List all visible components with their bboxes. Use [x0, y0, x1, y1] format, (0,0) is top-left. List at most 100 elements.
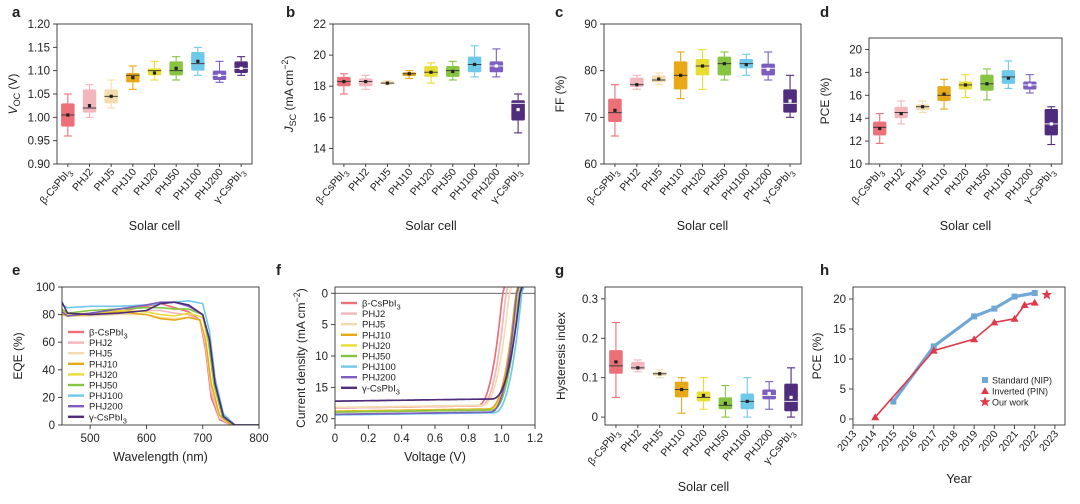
f-y-label-part: Current density (mA cm — [294, 302, 308, 427]
h-x-tick-label: 2019 — [956, 428, 980, 454]
h-legend-triangle-marker — [981, 387, 989, 394]
panel-letter-b: b — [286, 4, 295, 21]
b-mean-marker — [385, 81, 390, 85]
e-legend-label-main: PHJ20 — [89, 370, 118, 381]
f-x-tick-label: 0.8 — [460, 433, 476, 445]
f-legend-label-main: PHJ2 — [362, 309, 385, 320]
h-y-tick-label: 15 — [833, 324, 846, 336]
b-y-tick-label: 20 — [313, 50, 326, 62]
h-square-marker — [971, 313, 978, 320]
h-x-tick-label: 2017 — [916, 428, 940, 454]
a-mean-marker — [217, 73, 222, 77]
h-series-line — [892, 291, 1035, 403]
f-legend-label-sub: 3 — [397, 303, 401, 312]
e-x-tick-label: 500 — [81, 433, 100, 445]
h-x-tick-label: 2023 — [1037, 428, 1061, 454]
c-mean-marker — [722, 62, 726, 66]
f-y-tick-label: 0 — [322, 288, 328, 300]
a-y-tick-label: 1.20 — [28, 19, 50, 31]
h-y-axis-label: PCE (%) — [810, 333, 824, 380]
b-x-tick-label: PHJ2 — [346, 166, 372, 194]
c-mean-marker — [657, 77, 661, 81]
a-y-tick-label: 1.10 — [28, 66, 50, 78]
f-x-axis-label: Voltage (V) — [404, 450, 466, 464]
f-jv-curve-7 — [335, 287, 520, 416]
f-y-axis-label: Current density (mA cm−2) — [292, 288, 308, 428]
h-triangle-marker — [1010, 314, 1019, 322]
d-x-tick-label-sub: 3 — [1049, 169, 1059, 179]
a-y-label-part: OC — [12, 92, 22, 106]
b-y-axis-label: JSC (mA cm−2) — [280, 56, 298, 134]
e-y-axis-label: EQE (%) — [11, 332, 25, 379]
d-axes-frame — [868, 37, 1063, 165]
h-triangle-marker — [871, 413, 880, 421]
panel-letter-f: f — [276, 262, 282, 279]
e-legend-label-main: PHJ10 — [89, 359, 118, 370]
e-legend-label-sub: 3 — [124, 332, 128, 341]
b-x-tick-label-main: β-CsPbI — [314, 170, 348, 207]
b-y-label-part: (mA cm — [282, 70, 296, 114]
g-axes-frame — [604, 286, 803, 426]
f-y-label-part: ) — [294, 288, 308, 292]
f-legend-label-main: PHJ100 — [362, 362, 396, 373]
a-x-tick-label-main: β-CsPbI — [38, 170, 72, 207]
a-mean-marker — [152, 71, 157, 75]
a-mean-marker — [174, 66, 178, 70]
h-square-marker — [1011, 293, 1018, 300]
panel-letter-h: h — [820, 262, 829, 279]
a-mean-marker — [66, 113, 70, 117]
a-y-label-part: V — [6, 105, 20, 114]
d-x-tick-label: PHJ2 — [882, 166, 908, 194]
panel-letter-e: e — [12, 262, 20, 279]
a-axes-frame — [56, 23, 253, 165]
c-box-5 — [717, 56, 732, 76]
f-legend-label-main: PHJ200 — [362, 373, 396, 384]
g-mean-marker — [658, 372, 662, 376]
b-y-tick-label: 16 — [313, 112, 326, 124]
c-mean-marker — [635, 83, 639, 87]
a-x-axis-label: Solar cell — [129, 219, 180, 233]
d-mean-marker — [1006, 76, 1010, 80]
d-y-label-part: PCE (%) — [818, 78, 832, 125]
a-box-1 — [82, 89, 97, 113]
f-legend-label: γ-CsPbI3 — [362, 383, 400, 396]
e-x-tick-label: 600 — [137, 433, 156, 445]
b-mean-marker — [342, 79, 346, 84]
panel-c: 60708090β-CsPbI3PHJ2PHJ5PHJ10PHJ20PHJ50P… — [553, 19, 802, 233]
f-legend-label: PHJ50 — [362, 352, 391, 363]
f-legend-label-main: γ-CsPbI — [362, 383, 396, 394]
d-mean-marker — [878, 126, 882, 131]
h-x-tick-label: 2016 — [896, 428, 920, 454]
b-x-tick-label-sub: 3 — [516, 169, 526, 179]
panel-letter-g: g — [555, 262, 564, 279]
e-legend-label-main: PHJ2 — [89, 338, 112, 349]
b-y-label-part: SC — [288, 113, 298, 126]
e-y-tick-label: 60 — [42, 337, 55, 349]
f-legend-label-main: PHJ5 — [362, 320, 385, 331]
d-x-axis-label: Solar cell — [940, 219, 991, 233]
a-y-label-part: (V) — [6, 74, 20, 93]
b-mean-marker — [451, 69, 455, 74]
e-y-tick-label: 20 — [42, 392, 55, 404]
g-x-tick-label-main: β-CsPbI — [586, 431, 620, 468]
a-mean-marker — [109, 94, 113, 98]
e-series-line-8 — [62, 301, 259, 425]
e-y-tick-label: 100 — [36, 282, 55, 294]
c-axes-frame — [603, 23, 802, 165]
h-legend-square-marker — [982, 377, 988, 383]
e-x-axis-label: Wavelength (nm) — [113, 450, 208, 464]
e-y-label-part: EQE (%) — [11, 332, 25, 379]
a-x-tick-label: PHJ2 — [70, 166, 96, 194]
f-legend-label: PHJ5 — [362, 320, 385, 331]
e-legend-label-main: γ-CsPbI — [89, 412, 123, 423]
g-y-tick-label: 0.2 — [582, 333, 598, 345]
d-x-tick-label-main: β-CsPbI — [849, 170, 883, 207]
h-x-tick-label: 2022 — [1017, 428, 1041, 454]
f-legend-label: PHJ20 — [362, 341, 391, 352]
f-axes-frame — [334, 286, 536, 426]
b-x-tick-label-sub: 3 — [342, 169, 352, 179]
h-square-marker — [890, 398, 897, 405]
h-triangle-marker — [1030, 298, 1039, 306]
